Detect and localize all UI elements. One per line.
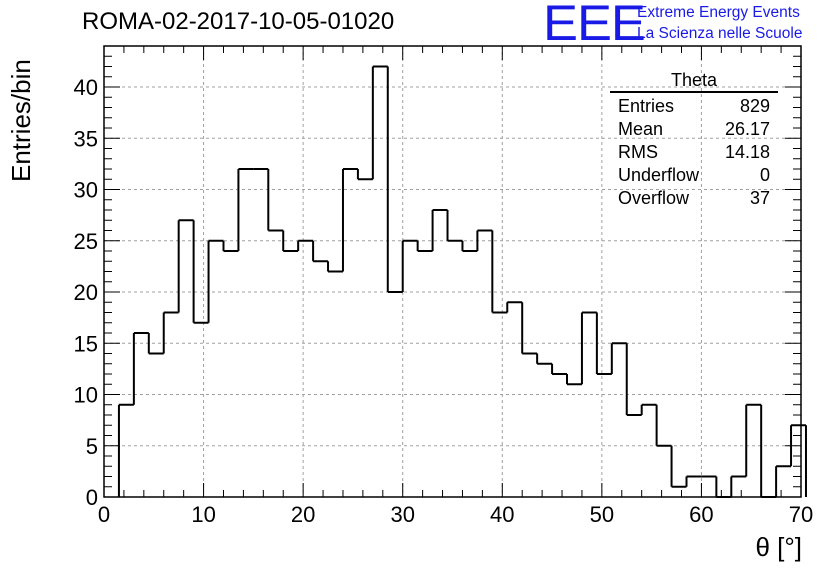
stats-row-entries: Entries 829 [610,95,778,118]
stats-row-mean: Mean 26.17 [610,118,778,141]
stats-label: Mean [618,119,664,139]
y-tick-label: 35 [74,126,98,151]
x-tick-label: 50 [590,502,614,527]
stats-row-underflow: Underflow 0 [610,164,778,187]
x-tick-label: 60 [689,502,713,527]
x-tick-label: 40 [490,502,514,527]
tick-labels: 0 10 20 30 40 50 60 70 0 5 10 15 20 25 30 35 40 [74,75,814,527]
stats-label: Entries [618,96,675,116]
x-tick-label: 70 [789,502,813,527]
axis-ticks [103,45,802,498]
y-axis-label: Entries/bin [6,59,36,182]
y-tick-label: 20 [74,280,98,305]
logo-caption: Extreme Energy Events La Scienza nelle S… [637,2,802,44]
logo-line-1: Extreme Energy Events [637,4,800,21]
y-tick-label: 30 [74,178,98,203]
stats-value: 14.18 [724,142,770,162]
y-tick-label: 0 [86,485,98,510]
y-tick-label: 40 [74,75,98,100]
stats-value: 829 [739,96,770,116]
stats-label: RMS [618,142,658,162]
x-tick-label: 30 [390,502,414,527]
stats-label: Overflow [618,188,690,208]
x-tick-label: 20 [291,502,315,527]
eee-logo: EEE [543,0,646,51]
stats-title: Theta [670,70,718,90]
histogram-series [117,65,807,498]
y-tick-label: 15 [74,331,98,356]
stats-divider [610,91,778,93]
logo-line-2: La Scienza nelle Scuole [637,25,803,42]
stats-value: 26.17 [724,119,770,139]
stats-label: Underflow [618,165,700,185]
x-tick-label: 0 [98,502,110,527]
y-tick-label: 5 [86,434,98,459]
y-tick-label: 25 [74,229,98,254]
stats-row-overflow: Overflow 37 [610,187,778,210]
x-tick-label: 10 [191,502,215,527]
stats-value: 37 [749,188,770,208]
stats-value: 0 [759,165,770,185]
x-axis-label: θ [°] [755,532,802,562]
chart-title: ROMA-02-2017-10-05-01020 [82,8,395,35]
stats-box: Theta Entries 829 Mean 26.17 RMS 14.18 U… [610,70,778,210]
y-tick-label: 10 [74,383,98,408]
stats-row-rms: RMS 14.18 [610,141,778,164]
